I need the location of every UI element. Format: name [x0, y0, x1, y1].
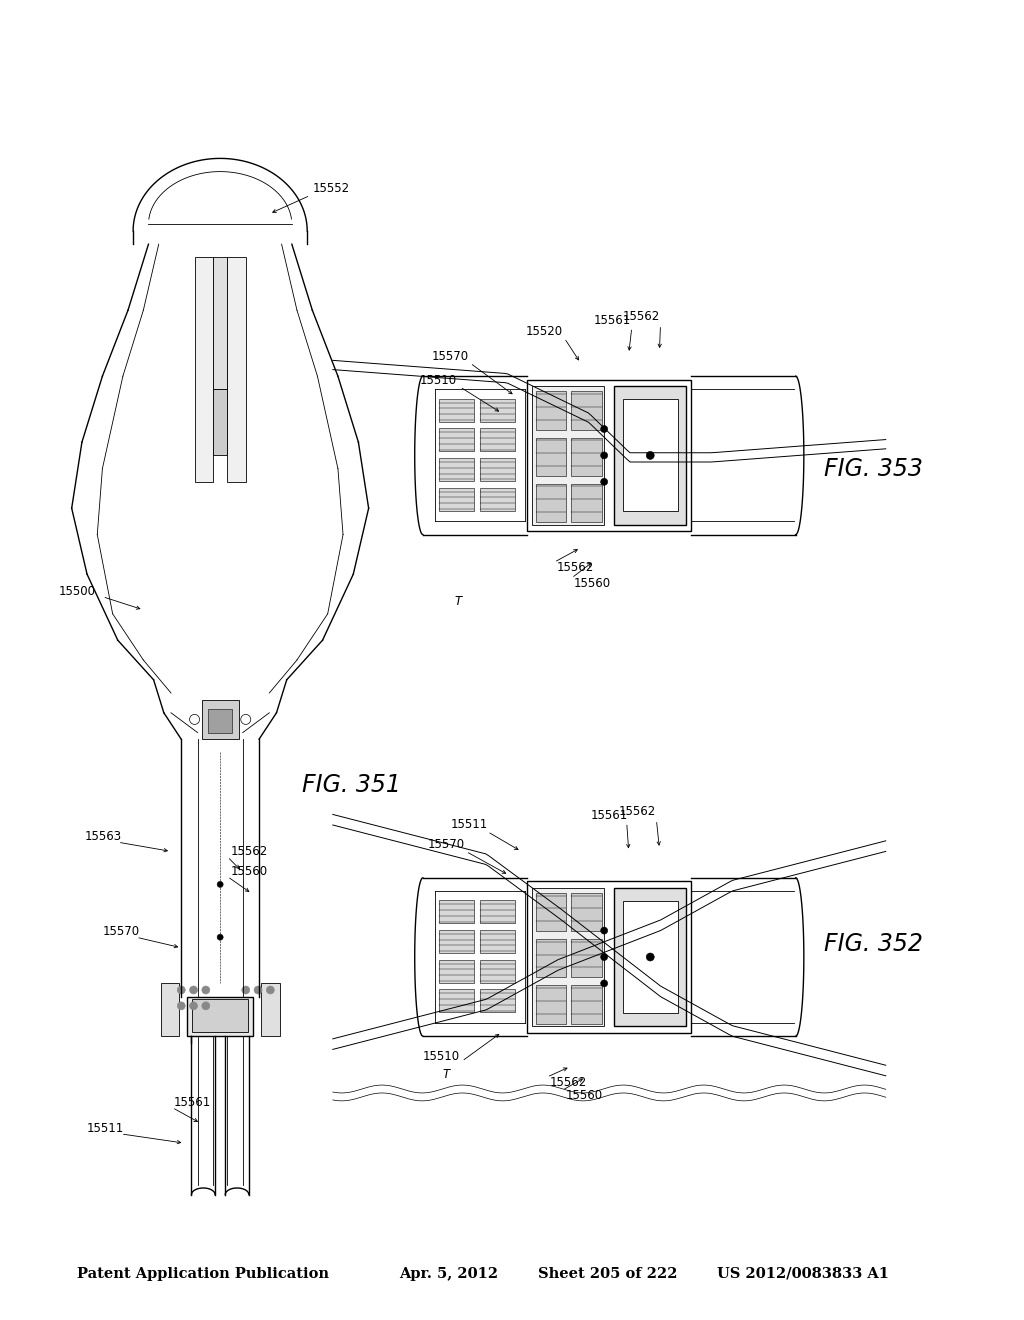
Bar [186, 997, 254, 1036]
Circle shape [254, 986, 262, 994]
Bar [193, 999, 248, 1032]
Bar [439, 399, 474, 422]
Text: 15561: 15561 [174, 1096, 211, 1109]
Text: 15562: 15562 [623, 310, 659, 323]
Bar [439, 929, 474, 953]
Bar [571, 985, 602, 1024]
Text: US 2012/0083833 A1: US 2012/0083833 A1 [717, 1267, 889, 1280]
Bar [480, 488, 515, 511]
Circle shape [601, 425, 607, 433]
Bar [261, 983, 280, 1036]
Bar [614, 887, 686, 1027]
Circle shape [242, 986, 250, 994]
Bar [213, 257, 227, 389]
Bar [195, 257, 213, 482]
Circle shape [266, 986, 274, 994]
Text: 15570: 15570 [432, 350, 469, 363]
Text: 15510: 15510 [420, 374, 457, 387]
Text: Sheet 205 of 222: Sheet 205 of 222 [538, 1267, 677, 1280]
Bar [571, 391, 602, 430]
Circle shape [177, 986, 185, 994]
Bar [439, 488, 474, 511]
Bar [623, 900, 678, 1014]
Text: 15562: 15562 [557, 561, 594, 574]
Text: T: T [455, 595, 462, 609]
Bar [527, 380, 691, 531]
Bar [161, 983, 179, 1036]
Text: 15511: 15511 [451, 818, 487, 832]
Circle shape [202, 986, 210, 994]
Text: FIG. 351: FIG. 351 [302, 774, 401, 797]
Bar [439, 428, 474, 451]
Bar [480, 428, 515, 451]
Text: Patent Application Publication: Patent Application Publication [77, 1267, 329, 1280]
Text: 15570: 15570 [102, 925, 139, 939]
Text: 15561: 15561 [594, 314, 631, 327]
Bar [532, 385, 604, 524]
Text: 15510: 15510 [423, 1049, 460, 1063]
Circle shape [646, 451, 654, 459]
Text: 15562: 15562 [230, 845, 267, 858]
Circle shape [646, 953, 654, 961]
Bar [571, 484, 602, 523]
Text: Apr. 5, 2012: Apr. 5, 2012 [399, 1267, 499, 1280]
Bar [532, 887, 604, 1027]
Bar [536, 940, 566, 977]
Text: 15563: 15563 [85, 830, 122, 843]
Text: 15562: 15562 [618, 805, 655, 818]
Bar [480, 399, 515, 422]
Circle shape [601, 979, 607, 987]
Bar [614, 385, 686, 524]
Circle shape [217, 935, 223, 940]
Bar [536, 437, 566, 475]
Bar [527, 882, 691, 1032]
Bar [480, 458, 515, 482]
Bar [480, 960, 515, 982]
Text: FIG. 352: FIG. 352 [824, 932, 924, 956]
Bar [536, 391, 566, 430]
Circle shape [601, 927, 607, 935]
Bar [480, 900, 515, 924]
Text: 15511: 15511 [87, 1122, 124, 1135]
Text: 15560: 15560 [565, 1089, 602, 1102]
Bar [623, 399, 678, 511]
Circle shape [601, 451, 607, 459]
Bar [536, 484, 566, 523]
Text: 15552: 15552 [312, 182, 349, 195]
Text: 15520: 15520 [525, 325, 562, 338]
Text: 15560: 15560 [573, 577, 610, 590]
Bar [571, 437, 602, 475]
Bar [439, 900, 474, 924]
Bar [202, 700, 239, 739]
Text: T: T [442, 1068, 450, 1081]
Bar [213, 389, 227, 455]
Bar [536, 985, 566, 1024]
Text: 15561: 15561 [591, 809, 628, 822]
Bar [480, 990, 515, 1012]
Text: FIG. 353: FIG. 353 [824, 457, 924, 480]
Bar [227, 257, 246, 482]
Bar [536, 894, 566, 932]
Text: 15500: 15500 [58, 585, 95, 598]
Bar [571, 894, 602, 932]
Bar [208, 709, 232, 733]
Circle shape [177, 1002, 185, 1010]
Circle shape [217, 882, 223, 887]
Text: 15562: 15562 [550, 1076, 587, 1089]
Bar [439, 960, 474, 982]
Bar [480, 929, 515, 953]
Circle shape [601, 478, 607, 486]
Bar [439, 458, 474, 482]
Circle shape [601, 953, 607, 961]
Circle shape [202, 1002, 210, 1010]
Text: 15560: 15560 [230, 865, 267, 878]
Text: 15570: 15570 [428, 838, 465, 851]
Circle shape [189, 986, 198, 994]
Bar [439, 990, 474, 1012]
Circle shape [189, 1002, 198, 1010]
Bar [571, 940, 602, 977]
